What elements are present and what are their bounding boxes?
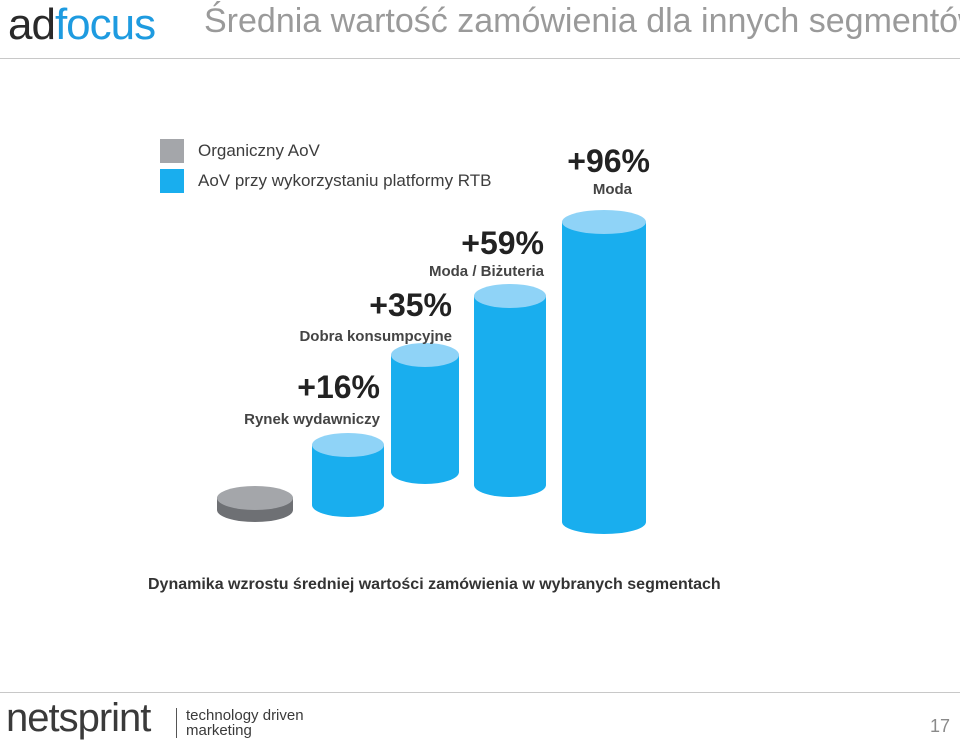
category-label-1: Rynek wydawniczy bbox=[244, 411, 381, 428]
bar-top-0 bbox=[217, 486, 293, 510]
tagline-line-1: technology driven bbox=[186, 707, 304, 724]
legend-swatch-rtb bbox=[160, 169, 184, 193]
category-label-4: Moda bbox=[593, 181, 633, 198]
category-label-3: Moda / Biżuteria bbox=[429, 263, 545, 280]
data-label-3: +59% bbox=[461, 225, 544, 261]
page-title: Średnia wartość zamówienia dla innych se… bbox=[204, 2, 960, 40]
data-label-4: +96% bbox=[567, 143, 650, 179]
chart-caption: Dynamika wzrostu średniej wartości zamów… bbox=[148, 576, 721, 593]
logo-ad-part: ad bbox=[8, 0, 56, 49]
bar-body-4 bbox=[562, 222, 646, 534]
page-number: 17 bbox=[929, 716, 950, 736]
footer-divider bbox=[0, 692, 960, 693]
tagline: technology driven marketing bbox=[186, 708, 304, 738]
bar-top-3 bbox=[474, 284, 546, 308]
legend-item-rtb: AoV przy wykorzystaniu platformy RTB bbox=[160, 166, 492, 196]
bar-top-1 bbox=[312, 433, 384, 457]
data-label-2: +35% bbox=[369, 287, 452, 323]
tagline-line-2: marketing bbox=[186, 722, 252, 739]
bar-top-4 bbox=[562, 210, 646, 234]
legend-swatch-organic bbox=[160, 139, 184, 163]
legend-label-organic: Organiczny AoV bbox=[198, 141, 320, 160]
logo-focus-part: focus bbox=[54, 0, 156, 49]
chart-legend: Organiczny AoV AoV przy wykorzystaniu pl… bbox=[160, 136, 492, 196]
adfocus-logo: adfocus bbox=[8, 0, 156, 50]
bar-top-2 bbox=[391, 343, 459, 367]
bar-body-1 bbox=[312, 445, 384, 517]
title-divider bbox=[0, 58, 960, 59]
bar-body-3 bbox=[474, 296, 546, 497]
legend-label-rtb: AoV przy wykorzystaniu platformy RTB bbox=[198, 171, 492, 190]
category-label-2: Dobra konsumpcyjne bbox=[299, 328, 452, 345]
bar-body-2 bbox=[391, 355, 459, 484]
legend-item-organic: Organiczny AoV bbox=[160, 136, 492, 166]
netsprint-logo: netsprint bbox=[6, 696, 151, 740]
data-label-1: +16% bbox=[297, 369, 380, 405]
tagline-separator bbox=[176, 708, 177, 738]
